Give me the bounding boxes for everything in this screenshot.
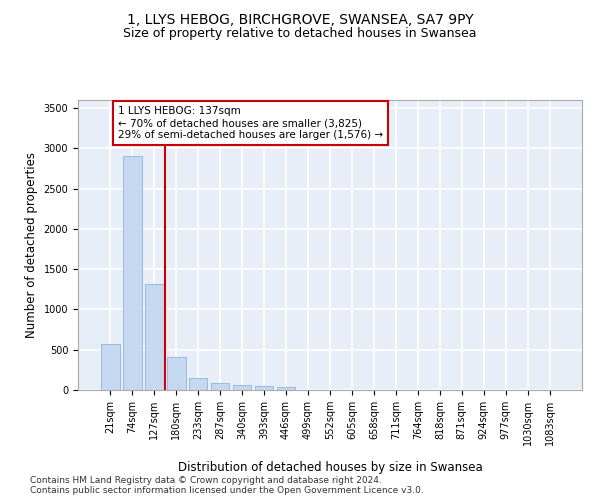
Bar xyxy=(189,378,208,390)
Bar xyxy=(211,383,229,390)
Bar xyxy=(123,156,142,390)
Text: Distribution of detached houses by size in Swansea: Distribution of detached houses by size … xyxy=(178,461,482,474)
Text: Contains public sector information licensed under the Open Government Licence v3: Contains public sector information licen… xyxy=(30,486,424,495)
Bar xyxy=(145,284,164,390)
Text: Size of property relative to detached houses in Swansea: Size of property relative to detached ho… xyxy=(123,28,477,40)
Bar xyxy=(255,386,274,390)
Text: Contains HM Land Registry data © Crown copyright and database right 2024.: Contains HM Land Registry data © Crown c… xyxy=(30,476,382,485)
Bar xyxy=(101,344,119,390)
Bar xyxy=(233,385,251,390)
Bar xyxy=(167,357,185,390)
Bar xyxy=(277,387,295,390)
Y-axis label: Number of detached properties: Number of detached properties xyxy=(25,152,38,338)
Text: 1, LLYS HEBOG, BIRCHGROVE, SWANSEA, SA7 9PY: 1, LLYS HEBOG, BIRCHGROVE, SWANSEA, SA7 … xyxy=(127,12,473,26)
Text: 1 LLYS HEBOG: 137sqm
← 70% of detached houses are smaller (3,825)
29% of semi-de: 1 LLYS HEBOG: 137sqm ← 70% of detached h… xyxy=(118,106,383,140)
